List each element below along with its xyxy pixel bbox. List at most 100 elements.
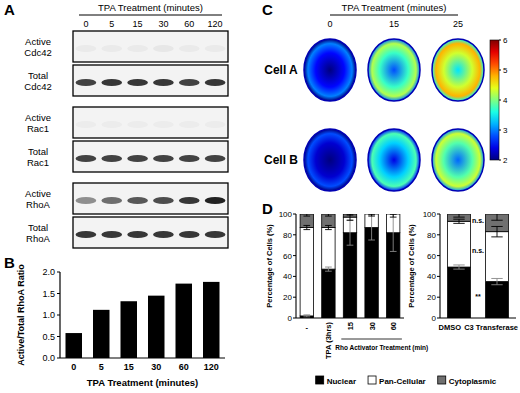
band [179,155,200,162]
band [179,79,200,86]
tick-label: 80 [283,231,292,240]
figure: ABCDTPA Treatment (minutes)05153060120Ac… [0,0,520,393]
band [153,45,174,52]
bar [176,284,193,358]
error-bar [453,214,464,217]
legend-swatch [368,376,376,384]
error-bar [303,214,310,216]
error-bar [325,225,332,229]
error-bar [453,265,464,269]
legend: NuclearPan-CellularCytoplasmic [316,376,497,386]
tick [499,40,501,41]
category-label: 15 [124,362,134,372]
category-label: C3 Transferase [464,323,518,332]
bar-segment [486,282,509,318]
tick-label: 1.0 [42,310,55,320]
band [101,197,122,204]
significance: ** [475,293,481,300]
time-label: 0 [327,19,332,29]
blot-label: Total [28,146,48,157]
bar [148,296,165,358]
significance: n.s. [472,217,484,224]
tick-label: 40 [427,272,436,281]
panel-title: TPA Treatment (minutes) [342,2,447,13]
category-label: TPA (3hrs) [324,322,333,360]
band [127,231,148,238]
category-label: 15 [346,322,355,330]
axis-title: Active/Total RhoA Ratio [16,264,26,366]
category-label: 60 [179,362,189,372]
band [127,121,148,128]
band [179,197,200,204]
blot-frame [73,217,228,248]
bar-segment [486,232,509,282]
tick-label: 0 [288,314,293,323]
band [101,231,122,238]
panel-letter: B [4,254,15,271]
band [101,121,122,128]
blot-frame [73,31,228,62]
bar-segment [322,228,335,270]
lane-label: 5 [109,19,114,29]
bar-segment [365,228,378,318]
lane-label: 15 [133,19,143,29]
band [205,155,226,162]
tick-label: 40 [283,272,292,281]
band [179,231,200,238]
band [153,155,174,162]
blot-label: Cdc42 [24,47,51,58]
time-label: 15 [389,19,399,29]
image-frame [364,125,424,195]
bar [203,282,220,358]
tick [499,100,501,101]
bar [93,310,110,358]
group-label: Rho Activator Treatment (min) [335,344,428,352]
blot-label: Active [25,36,51,47]
band [76,45,97,52]
lane-label: 120 [208,19,223,29]
time-label: 25 [453,19,463,29]
image-frame [300,35,360,105]
category-label: 30 [368,322,377,330]
bar [66,333,83,358]
category-label: 60 [389,322,398,330]
legend-label: Pan-Cellular [379,377,426,386]
y-axis [439,214,440,318]
axis-title: Percentage of Cells (%) [265,224,274,308]
y-axis [59,272,60,358]
band [127,197,148,204]
tick-label: 0.5 [42,332,55,342]
tick [499,70,501,71]
colorbar-label: 4 [503,96,508,105]
blot-label: Cdc42 [24,81,51,92]
x-axis [440,317,516,318]
band [153,79,174,86]
legend-swatch [316,376,324,384]
category-label: 0 [71,362,76,372]
plot-area [300,214,400,318]
tick [499,130,501,131]
error-bar [347,214,354,215]
bar-segment [365,214,378,215]
band [205,121,226,128]
blot-label: Rac1 [27,157,49,168]
band [179,45,200,52]
blot-frame [73,107,228,138]
band [101,79,122,86]
panel-letter: A [4,1,15,18]
x-axis [296,317,404,318]
colorbar-label: 3 [503,126,508,135]
tick-label: 0 [432,314,437,323]
error-bar [453,219,464,223]
colorbar [490,40,499,160]
band [76,155,97,162]
lane-label: 0 [83,19,88,29]
category-label: 5 [99,362,104,372]
tick-label: 2.0 [42,267,55,277]
y-axis [295,214,296,318]
bar-segment [448,221,471,267]
band [205,45,226,52]
cell-image [304,39,356,101]
error-bar [390,214,397,251]
blot-label: RhoA [26,233,50,244]
